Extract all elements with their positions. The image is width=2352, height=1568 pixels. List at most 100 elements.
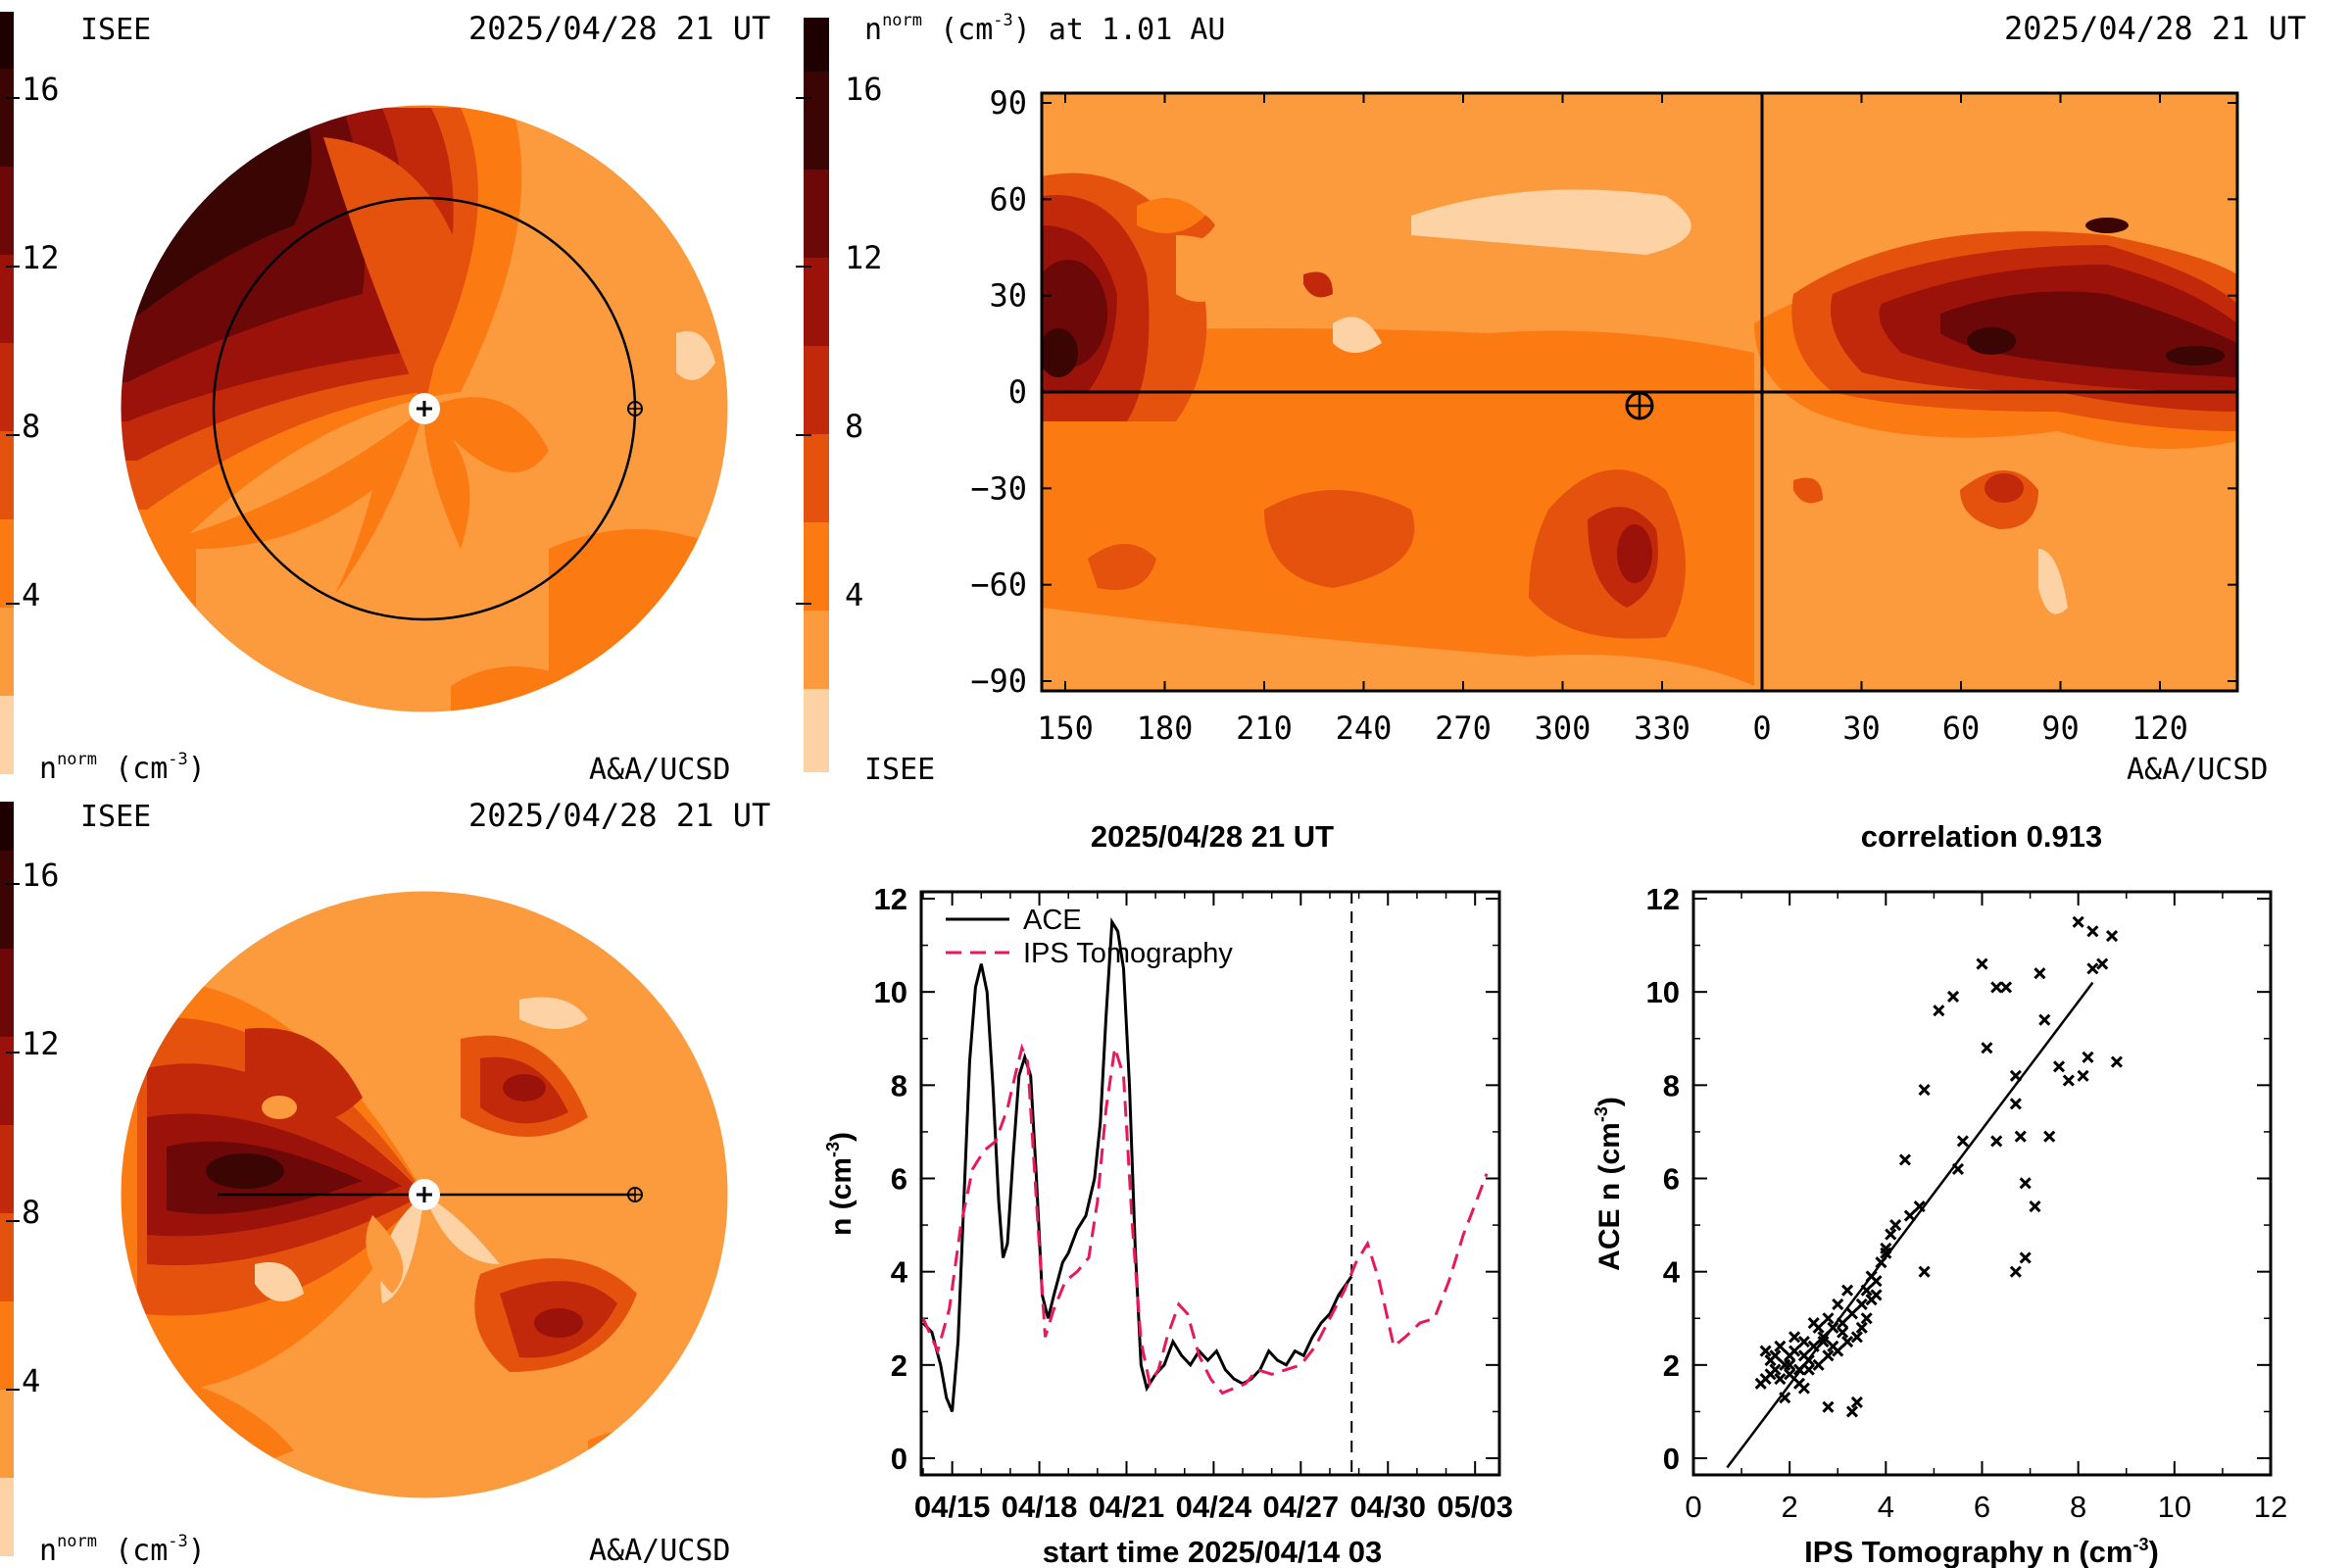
scatter-point — [1990, 1135, 2003, 1148]
scatter-point — [1918, 1265, 1931, 1278]
x-tick-label: 04/18 — [1002, 1490, 1078, 1524]
scatter-axis-ticks: 0 2 4 6 8 10 12 0 2 4 6 8 10 12 — [1646, 882, 2288, 1524]
scatter-point — [1817, 1335, 1830, 1348]
brand-label: ISEE — [80, 13, 151, 47]
scatter-point — [1797, 1335, 1810, 1348]
x-tick-label: 30 — [1842, 710, 1881, 747]
y-tick-label: 2 — [1663, 1348, 1680, 1383]
scatter-point — [2062, 1074, 2075, 1087]
colorbar-tick: 16 — [845, 71, 883, 108]
scatter-point — [1845, 1405, 1859, 1418]
earth-marker — [1625, 391, 1654, 420]
x-axis-label: IPS Tomography n (cm-3) — [1804, 1535, 2159, 1568]
y-tick-label: 6 — [891, 1162, 907, 1197]
scatter-point — [1999, 981, 2013, 994]
x-tick-label: 60 — [1942, 710, 1981, 747]
scatter-point — [1860, 1284, 1873, 1297]
scatter-point — [1822, 1349, 1835, 1362]
scatter-point — [1827, 1340, 1839, 1352]
scatter-point — [2110, 1055, 2123, 1068]
colorbar-tick: 12 — [22, 1025, 60, 1062]
colorbar-tick: 8 — [22, 1194, 40, 1231]
x-tick-label: 240 — [1336, 710, 1393, 747]
colorbar-map: 16 12 8 4 — [796, 18, 883, 772]
scatter-point — [2029, 1200, 2041, 1213]
y-tick-label: 8 — [1663, 1068, 1680, 1102]
x-tick-label: 330 — [1634, 710, 1690, 747]
earth-marker — [627, 401, 643, 416]
x-tick-label: 4 — [1878, 1490, 1894, 1524]
map-title: nnorm (cm-3) at 1.01 AU — [864, 11, 1226, 47]
x-tick-label: 180 — [1137, 710, 1194, 747]
x-tick-label: 04/24 — [1176, 1490, 1252, 1524]
scatter-point — [1807, 1316, 1820, 1330]
colorbar-tick: 8 — [22, 408, 40, 445]
scatter-point — [1951, 1162, 1965, 1176]
brand-label: ISEE — [80, 800, 151, 834]
x-tick-label: 04/21 — [1089, 1490, 1165, 1524]
date-label: 2025/04/28 21 UT — [2004, 10, 2306, 47]
svg-text:nnorm (cm-3): nnorm (cm-3) — [39, 750, 206, 786]
y-tick-label: 0 — [1663, 1442, 1680, 1476]
colorbar-tick: 4 — [845, 576, 863, 613]
scatter-points-group — [1726, 915, 2123, 1469]
credit-label: A&A/UCSD — [589, 1534, 731, 1568]
x-tick-label: 12 — [2254, 1490, 2287, 1524]
scatter-point — [1837, 1326, 1849, 1339]
scatter-point — [1841, 1284, 1854, 1297]
scatter-point — [1759, 1373, 1772, 1386]
y-tick-label: −60 — [970, 566, 1027, 604]
y-tick-label: 10 — [1646, 975, 1680, 1009]
scatter-point — [1774, 1373, 1787, 1386]
scatter-point — [2019, 1251, 2032, 1264]
y-tick-label: 30 — [989, 277, 1027, 315]
svg-text:ACE n (cm-3): ACE n (cm-3) — [1592, 1097, 1626, 1271]
scatter-point — [2038, 1013, 2051, 1026]
y-tick-label: 12 — [874, 882, 907, 916]
scatter-point — [1885, 1228, 1897, 1241]
y-tick-label: 12 — [1646, 882, 1680, 916]
y-tick-label: 60 — [989, 180, 1027, 218]
scatter-point — [1807, 1340, 1820, 1352]
scatter-point — [1880, 1242, 1892, 1254]
scatter-point — [1870, 1289, 1883, 1301]
unit-label: nnorm (cm-3) — [39, 1532, 206, 1568]
x-tick-label: 10 — [2158, 1490, 2191, 1524]
scatter-point — [1832, 1298, 1844, 1311]
credit-label: A&A/UCSD — [2127, 753, 2269, 787]
scatter-point — [1850, 1396, 1863, 1408]
ace-series-line — [921, 917, 1353, 1412]
scatter-point — [1774, 1340, 1787, 1352]
scatter-point — [1797, 1382, 1810, 1395]
y-tick-label: 6 — [1663, 1162, 1680, 1197]
scatter-point — [1792, 1363, 1806, 1376]
y-tick-label: 10 — [874, 975, 907, 1009]
x-tick-label: 04/27 — [1263, 1490, 1340, 1524]
scatter-point — [1788, 1331, 1801, 1344]
scatter-point — [1860, 1312, 1873, 1325]
x-tick-label: 210 — [1236, 710, 1293, 747]
x-tick-label: 05/03 — [1437, 1490, 1513, 1524]
scatter-point — [1898, 1153, 1912, 1166]
date-label: 2025/04/28 21 UT — [468, 797, 770, 834]
scatter-point — [1764, 1354, 1777, 1367]
unit-label: nnorm (cm-3) — [39, 750, 206, 786]
x-tick-label: 300 — [1535, 710, 1592, 747]
chart-title: 2025/04/28 21 UT — [1091, 819, 1334, 854]
x-tick-label: 0 — [1685, 1490, 1701, 1524]
colorbar-tick: 16 — [22, 857, 60, 894]
y-tick-label: 0 — [891, 1442, 907, 1476]
scatter-point — [2019, 1177, 2032, 1190]
scatter-point — [1845, 1307, 1859, 1320]
brand-label: ISEE — [864, 753, 935, 787]
scatter-point — [2034, 967, 2046, 980]
scatter-point — [1855, 1321, 1868, 1334]
x-tick-label: 150 — [1037, 710, 1094, 747]
date-label: 2025/04/28 21 UT — [468, 10, 770, 47]
scatter-point — [1802, 1363, 1815, 1376]
polar-panel-top: 16 12 8 4 ISEE 2025/04/28 21 UT — [0, 10, 770, 787]
line-series-group — [921, 892, 1489, 1475]
x-tick-label: 0 — [1752, 710, 1771, 747]
scatter-point — [1913, 1200, 1926, 1213]
